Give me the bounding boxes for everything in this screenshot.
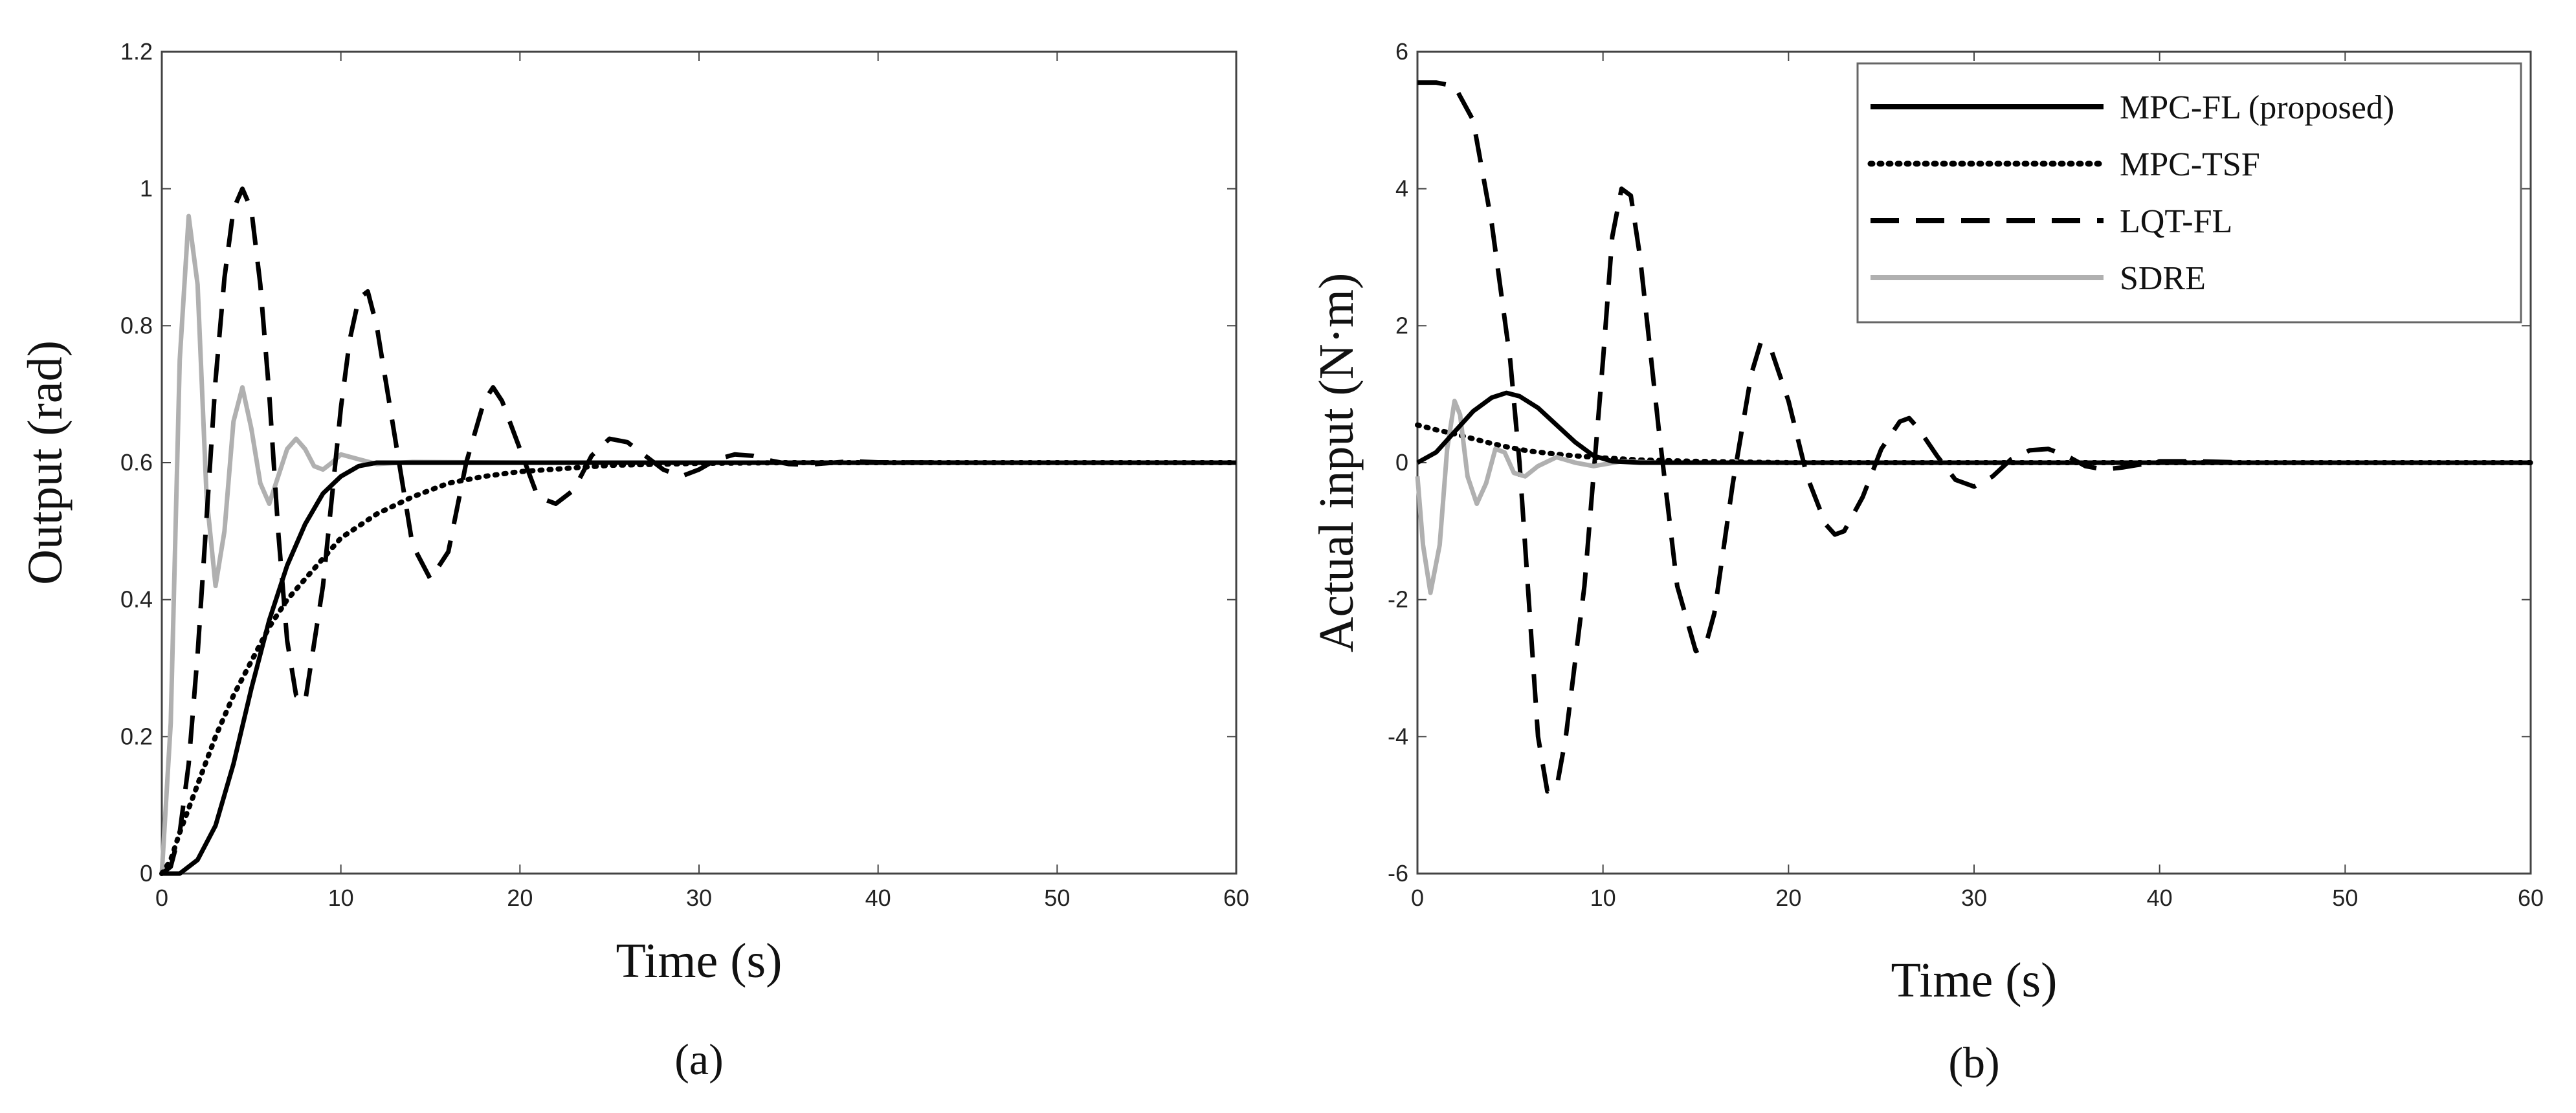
- series-line-mpc-fl-proposed: [162, 460, 1236, 876]
- y-tick-label: 6: [1395, 38, 1408, 65]
- y-tick-label: 0.2: [120, 723, 153, 749]
- y-tick-label: 0.8: [120, 312, 153, 338]
- y-tick-label: 0.6: [120, 449, 153, 476]
- x-tick-label: 20: [1775, 885, 1801, 911]
- x-tick-label: 40: [865, 885, 891, 911]
- y-tick-label: 4: [1395, 175, 1408, 202]
- series-line-mpc-tsf: [159, 460, 1239, 876]
- y-tick-label: 0.4: [120, 586, 153, 613]
- x-axis-label-a: Time (s): [616, 934, 783, 988]
- legend: MPC-FL (proposed) MPC-TSF LQT-FL SDRE: [1856, 62, 2522, 324]
- x-tick-label: 10: [328, 885, 354, 911]
- chart-panel-a: 0 0.2 0.4 0.6 0.8 1 1.2 0 10 20 30 40 50 60 Time (s)…: [18, 38, 1249, 1084]
- legend-label-mpc-tsf: MPC-TSF: [2120, 146, 2260, 183]
- panel-caption-a: (a): [674, 1035, 723, 1084]
- y-tick-label: -4: [1388, 723, 1408, 749]
- y-ticks-a: 0 0.2 0.4 0.6 0.8 1 1.2: [120, 38, 1236, 887]
- y-ticks-b: -6 -4 -2 0 2 4 6: [1388, 38, 2531, 887]
- y-tick-label: -2: [1388, 586, 1408, 613]
- x-tick-label: 50: [1044, 885, 1070, 911]
- x-ticks-b: 0 10 20 30 40 50 60: [1411, 52, 2544, 911]
- x-tick-label: 50: [2332, 885, 2358, 911]
- x-tick-label: 60: [1223, 885, 1249, 911]
- y-axis-label-b: Actual input (N·m): [1309, 273, 1364, 653]
- y-tick-label: -6: [1388, 860, 1408, 887]
- series-group-b: [1415, 80, 2533, 794]
- panel-caption-b: (b): [1948, 1038, 1999, 1087]
- x-tick-label: 40: [2147, 885, 2173, 911]
- legend-label-lqt-fl: LQT-FL: [2120, 203, 2232, 240]
- x-tick-label: 30: [1961, 885, 1987, 911]
- y-tick-label: 1: [140, 175, 153, 202]
- series-line-sdre: [1415, 399, 2531, 595]
- series-line-lqt-fl: [1417, 80, 2531, 794]
- x-tick-label: 0: [155, 885, 168, 911]
- legend-label-sdre: SDRE: [2120, 260, 2206, 297]
- x-tick-label: 0: [1411, 885, 1424, 911]
- y-tick-label: 1.2: [120, 38, 153, 65]
- series-group-a: [159, 186, 1239, 876]
- x-tick-label: 60: [2518, 885, 2544, 911]
- x-ticks-a: 0 10 20 30 40 50 60: [155, 52, 1249, 911]
- y-tick-label: 0: [1395, 449, 1408, 476]
- x-tick-label: 30: [686, 885, 712, 911]
- y-tick-label: 0: [140, 860, 153, 887]
- x-tick-label: 20: [507, 885, 533, 911]
- y-axis-label-a: Output (rad): [18, 340, 72, 585]
- y-tick-label: 2: [1395, 312, 1408, 338]
- legend-label-mpc-fl-proposed: MPC-FL (proposed): [2120, 89, 2394, 126]
- x-tick-label: 10: [1590, 885, 1616, 911]
- chart-panel-b: -6 -4 -2 0 2 4 6 0 10 20 30 40 50 60 MPC-FL (propose…: [1309, 38, 2544, 1087]
- series-line-lqt-fl: [160, 186, 1236, 876]
- x-axis-label-b: Time (s): [1891, 953, 2058, 1008]
- series-line-mpc-fl-proposed: [1416, 390, 2531, 465]
